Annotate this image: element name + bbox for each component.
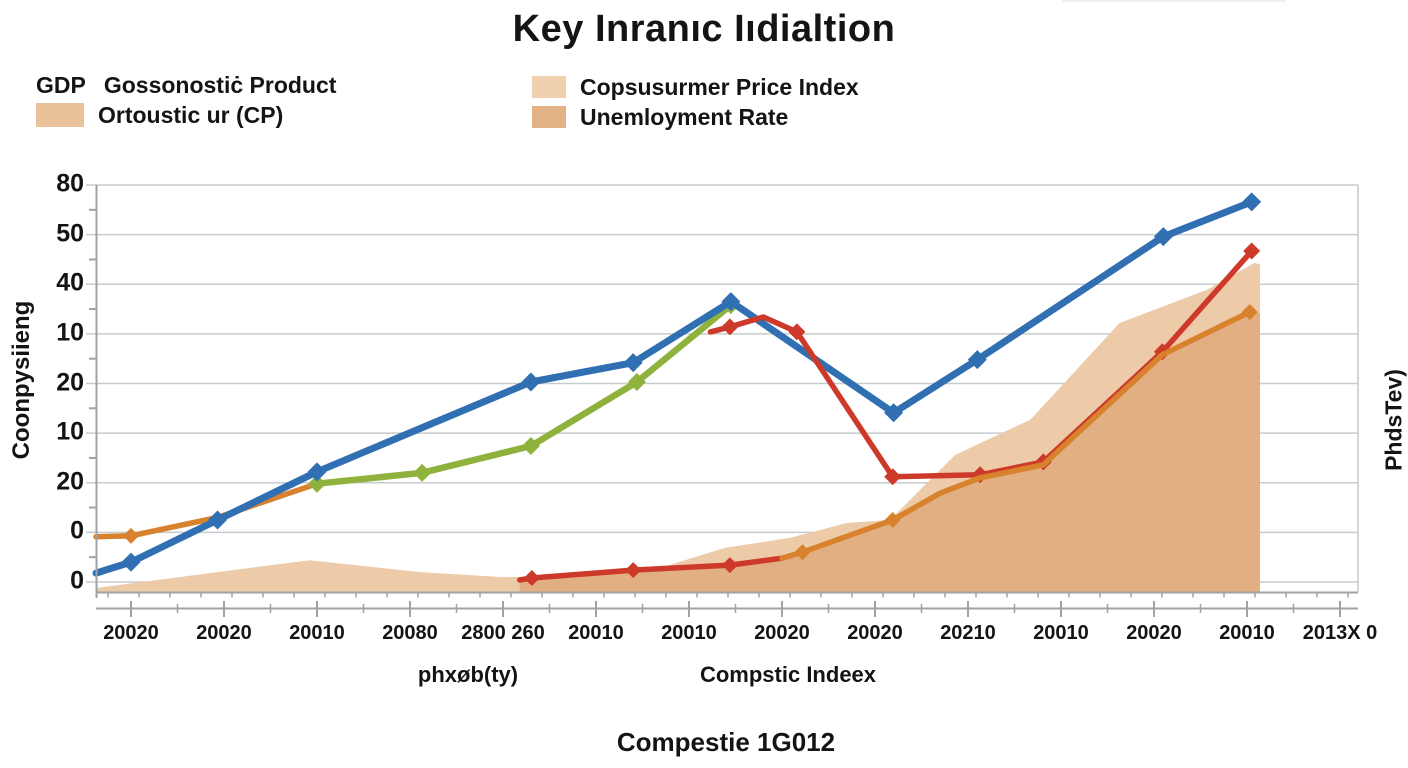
red-line-marker	[721, 318, 739, 336]
legend-row-gdp: GDP Gossonostiċ Product	[36, 72, 336, 98]
gdp-blue-line-marker	[1242, 192, 1262, 212]
lower-orange-line	[779, 309, 1253, 561]
gdp-blue-line-marker	[623, 353, 643, 373]
x-tick-label: 20020	[103, 622, 159, 644]
gdp-blue-line-marker	[307, 462, 327, 482]
x-tick-label: 20020	[847, 622, 903, 644]
y-axis-title-right: PhdsTev)	[1380, 369, 1407, 471]
red-line-marker	[884, 468, 902, 486]
green-line-marker	[413, 463, 432, 482]
legend-right: Copsusurmer Price Index Unemloyment Rate	[532, 74, 859, 130]
x-tick-label: 20020	[1126, 622, 1182, 644]
y-tick-label: 10	[56, 318, 84, 347]
lower-red-line-marker	[721, 557, 738, 574]
gdp-blue-line-marker	[967, 350, 987, 370]
y-tick-label: 0	[70, 566, 84, 595]
x-tick-label: 20020	[196, 622, 252, 644]
legend-cp-label: Ortoustic ur (CP)	[98, 101, 284, 128]
y-axis-title-left: Coonpysiieng	[8, 300, 35, 460]
legend-gdp-prefix: GDP	[36, 71, 86, 98]
x-tick-label: 2800 260	[461, 622, 545, 644]
gdp-blue-line-marker	[884, 403, 904, 423]
x-tick-label: 20010	[661, 622, 717, 644]
y-tick-label: 10	[56, 417, 84, 446]
x-tick-label: 20080	[382, 622, 438, 644]
legend-item-label: Copsusurmer Price Index	[580, 73, 859, 100]
gdp-blue-line-marker	[1153, 227, 1173, 247]
legend-swatch-cp	[36, 103, 84, 127]
unemployment-area	[519, 312, 1260, 592]
legend-row: Unemloyment Rate	[532, 104, 859, 130]
legend-left: GDP Gossonostiċ Product Ortoustic ur (CP…	[36, 72, 336, 128]
lower-red-line-marker	[625, 562, 642, 579]
y-tick-label: 50	[56, 218, 84, 247]
gdp-blue-line-marker	[521, 372, 541, 392]
lower-red-line-marker	[523, 570, 540, 587]
x-tick-label: 20010	[289, 622, 345, 644]
gdp-blue-line-marker	[121, 552, 141, 572]
x-axis-label-left: phxøb(ty)	[417, 662, 519, 687]
y-tick-label: 20	[56, 367, 84, 396]
green-line	[313, 301, 735, 487]
green-line-marker	[627, 373, 646, 392]
orange-left-line	[93, 480, 320, 540]
x-tick-label: 2013X 0	[1302, 622, 1378, 644]
y-tick-label: 80	[56, 169, 84, 198]
x-tick-label: 20010	[568, 622, 624, 644]
x-tick-label: 20010	[1219, 622, 1275, 644]
lower-orange-line-marker	[1241, 304, 1258, 321]
x-axis-label-right: Compstic Indeex	[699, 662, 877, 687]
legend-swatch	[532, 76, 566, 98]
top-right-artifact	[1062, 0, 1286, 10]
lower-orange-line-marker	[884, 511, 901, 528]
green-line-marker	[308, 474, 326, 493]
gdp-blue-line-marker	[721, 292, 741, 312]
red-line-marker	[788, 323, 806, 341]
legend-gdp-label: Gossonostiċ Product	[103, 71, 337, 98]
legend-item-label: Unemloyment Rate	[580, 103, 789, 130]
red-line-marker	[1243, 242, 1261, 260]
y-tick-label: 20	[56, 467, 84, 496]
gdp-blue-line-marker	[207, 510, 227, 530]
x-tick-label: 20010	[1033, 622, 1089, 644]
y-tick-label: 0	[70, 516, 84, 545]
x-tick-label: 20210	[940, 622, 996, 644]
legend-row-cp: Ortoustic ur (CP)	[36, 102, 336, 128]
y-tick-label: 40	[56, 268, 84, 297]
figure-caption: Compestie 1G012	[616, 727, 836, 757]
x-tick-label: 20020	[754, 622, 810, 644]
orange-left-line-marker	[123, 527, 139, 544]
chart-title: Key Inranıc Iıdialtion	[512, 8, 896, 50]
lower-orange-line-marker	[794, 544, 811, 561]
legend-swatch	[532, 106, 566, 128]
green-line-marker	[521, 437, 540, 456]
legend-row: Copsusurmer Price Index	[532, 74, 859, 100]
